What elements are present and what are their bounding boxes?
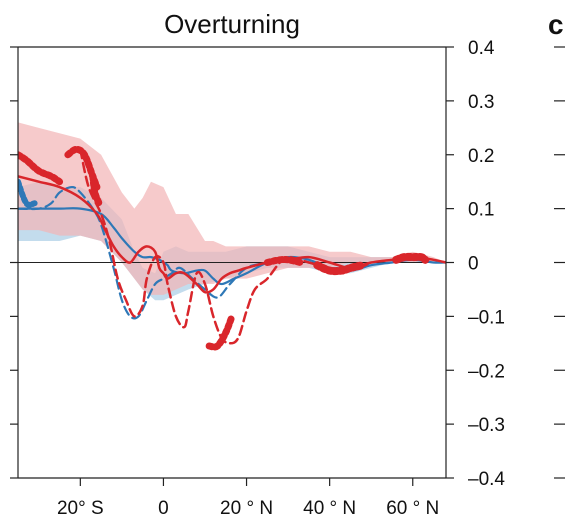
band-red-1 [18, 122, 446, 295]
series-red-solid-3 [18, 175, 446, 294]
x-tick-label: 20 ° N [220, 498, 273, 519]
y-tick-label: 0.4 [468, 38, 495, 59]
y-tick-label: 0.2 [468, 146, 494, 167]
series-red-thick-11 [392, 252, 430, 264]
series-red-thick-7 [89, 172, 103, 207]
x-tick-label: 40 ° N [303, 498, 356, 519]
x-tick-label: 60 ° N [386, 498, 439, 519]
chart-title: Overturning [164, 9, 300, 39]
y-tick-label: –0.1 [468, 307, 505, 328]
y-tick-label: 0 [468, 254, 479, 275]
series-red-thick-5 [18, 151, 64, 186]
series-red-thick-10 [313, 261, 367, 276]
y-tick-label: –0.4 [468, 469, 505, 490]
series-red-thick-9 [263, 255, 305, 266]
x-tick-label: 0 [158, 498, 169, 519]
y-tick-label: 0.1 [468, 200, 494, 221]
y-tick-label: –0.3 [468, 415, 505, 436]
x-tick-label: 20° S [57, 498, 104, 519]
y-tick-label: –0.2 [468, 361, 505, 382]
series-lines [18, 145, 446, 351]
series-red-thick-8 [205, 312, 236, 351]
axes: 0.4 0.3 0.2 0.1 0 –0.1 –0.2 –0.3 –0.4 20° S 0 20 ° … [10, 38, 565, 519]
series-blue-thick-2 [18, 178, 38, 208]
next-panel-letter: c [548, 9, 564, 40]
y-tick-label: 0.3 [468, 92, 494, 113]
